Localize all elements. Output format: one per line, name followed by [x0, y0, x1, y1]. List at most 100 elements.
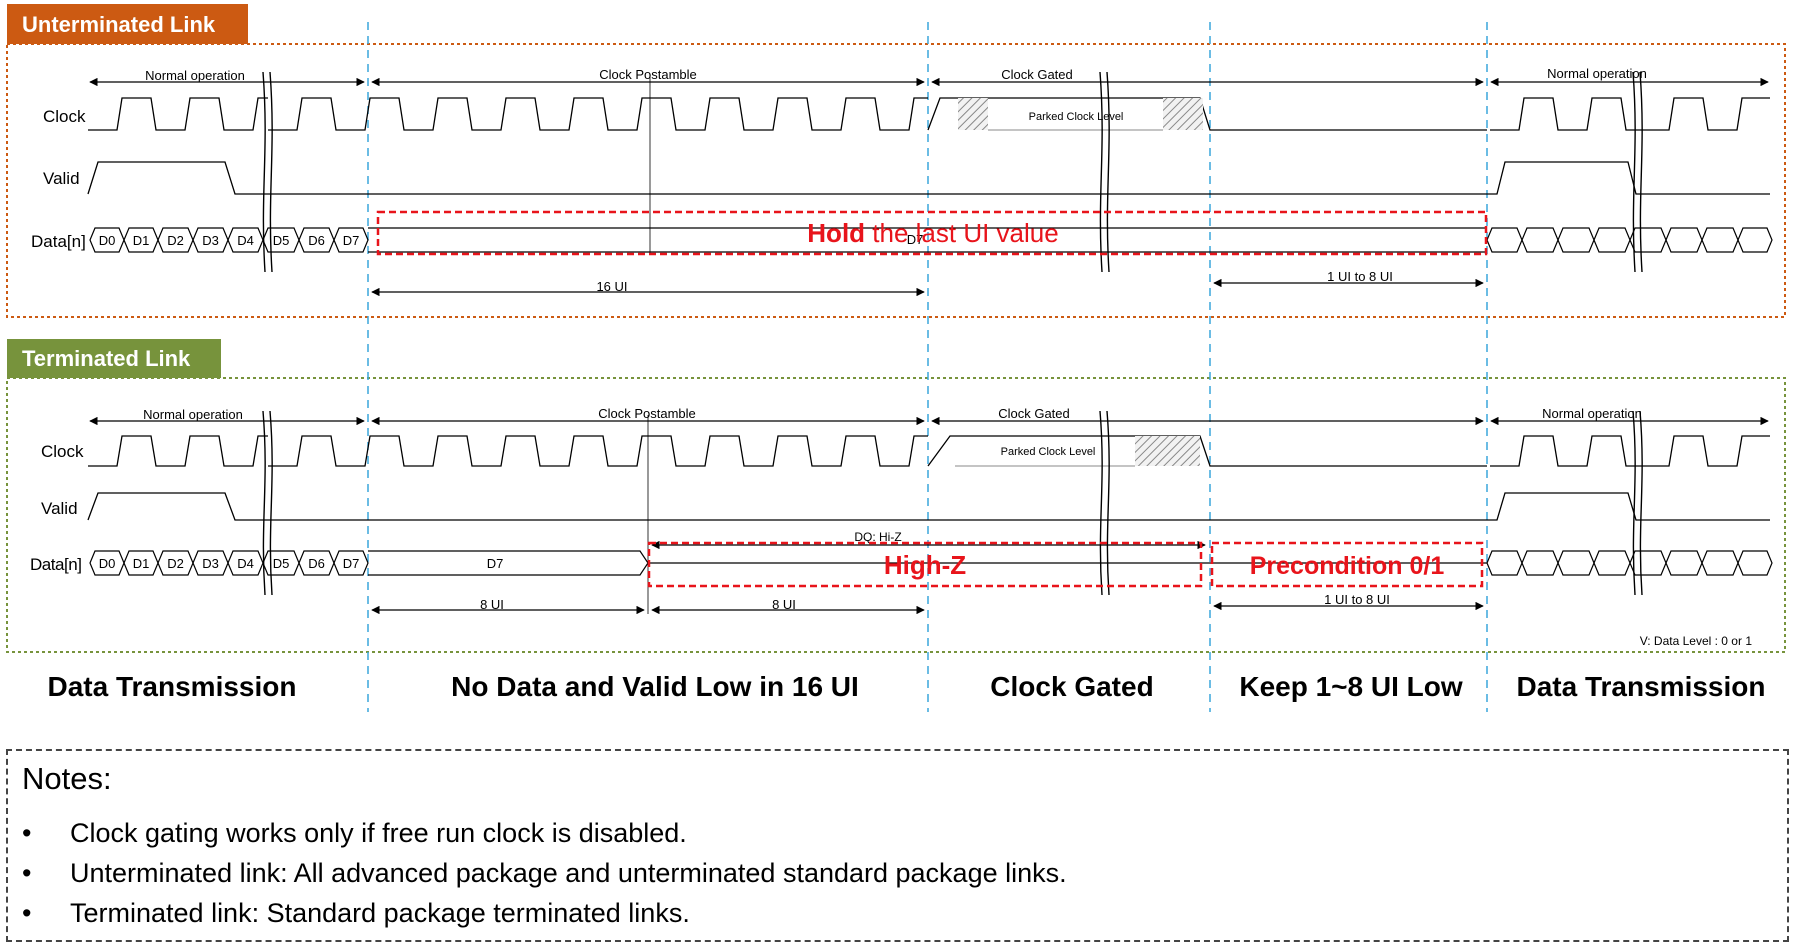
clock-waveform — [88, 97, 268, 131]
data-eye-label: D4 — [237, 556, 254, 571]
data-eye — [1629, 227, 1667, 253]
hold-callout-text: Hold the last UI value — [807, 218, 1058, 248]
clock-waveform — [268, 435, 928, 467]
unterminated-section-title: Unterminated Link — [22, 12, 216, 37]
high-z-callout-text: High-Z — [884, 550, 966, 580]
terminated-waveforms: D0 D1 D2 D3 D4 D5 D6 D7 — [87, 410, 1773, 615]
unterminated-valid-label: Valid — [43, 169, 80, 188]
u-clock-postamble-label: Clock Postamble — [599, 67, 697, 82]
phase-label-clock-gated: Clock Gated — [990, 671, 1153, 702]
data-eye-label: D5 — [273, 556, 290, 571]
clock-waveform — [88, 435, 268, 467]
t-clock-postamble-label: Clock Postamble — [598, 406, 696, 421]
data-eye-label: D3 — [202, 233, 219, 248]
data-eye — [1665, 550, 1703, 576]
data-eye-label: D2 — [167, 233, 184, 248]
break-mark — [1099, 71, 1103, 273]
t-normal-operation-right-label: Normal operation — [1542, 406, 1642, 421]
precondition-callout-box — [1210, 541, 1484, 588]
terminated-valid-label: Valid — [41, 499, 78, 518]
data-eye — [1737, 227, 1773, 253]
data-eye — [1486, 227, 1523, 253]
phase-label-data-transmission-left: Data Transmission — [48, 671, 297, 702]
break-mark — [1106, 410, 1110, 596]
unterminated-data-label: Data[n] — [31, 232, 86, 251]
data-eye-label: D0 — [99, 556, 116, 571]
t-1to8ui-label: 1 UI to 8 UI — [1324, 592, 1390, 607]
u-16ui-label: 16 UI — [596, 279, 627, 294]
hold-callout-box — [376, 210, 1488, 256]
break-mark — [269, 410, 273, 596]
data-eye — [333, 550, 369, 576]
clock-waveform — [1490, 435, 1640, 467]
break-mark — [262, 410, 266, 596]
terminated-clock-label: Clock — [41, 442, 84, 461]
notes-title: Notes: — [22, 761, 112, 796]
notes-list: • Clock gating works only if free run clo… — [22, 813, 1067, 933]
clock-waveform — [268, 97, 928, 131]
unterminated-waveforms: D0 D1 D2 D3 D4 D5 D6 D7 — [87, 71, 1773, 297]
data-eye-label: D7 — [343, 233, 360, 248]
data-eye — [1521, 227, 1559, 253]
parked-hatch — [1163, 98, 1203, 130]
t-8ui-label-2: 8 UI — [772, 597, 796, 612]
t-dq-hiz-label: DQ: Hi-Z — [854, 530, 901, 544]
u-normal-operation-label: Normal operation — [145, 68, 245, 83]
data-eye — [1701, 550, 1739, 576]
data-eye-label: D6 — [308, 233, 325, 248]
data-eye-label: D1 — [133, 233, 150, 248]
data-eye-label: D4 — [237, 233, 254, 248]
break-mark — [1632, 71, 1636, 273]
unterminated-section-tab — [7, 4, 248, 44]
unterminated-clock-label: Clock — [43, 107, 86, 126]
notes-box: Notes: • Clock gating works only if free … — [6, 749, 1789, 942]
unterminated-section-box — [6, 43, 1786, 318]
bullet-glyph: • — [22, 818, 32, 848]
data-eye-label: D5 — [273, 233, 290, 248]
t-normal-operation-label: Normal operation — [143, 407, 243, 422]
clock-gated-line — [927, 97, 1487, 131]
break-mark — [269, 71, 273, 273]
data-eye — [1557, 227, 1595, 253]
note-item: • Terminated link: Standard package termi… — [22, 893, 1067, 933]
terminated-section-tab — [7, 339, 221, 378]
valid-waveform — [87, 161, 1770, 195]
u-clock-gated-label: Clock Gated — [1001, 67, 1073, 82]
data-eye — [1521, 550, 1559, 576]
timing-diagram: Unterminated Link Terminated Link D0 D1 D2… — [6, 4, 1786, 712]
t-clock-gated-label: Clock Gated — [998, 406, 1070, 421]
data-eye — [1593, 550, 1631, 576]
break-mark — [262, 71, 266, 273]
note-item: • Clock gating works only if free run clo… — [22, 813, 1067, 853]
phase-label-no-data: No Data and Valid Low in 16 UI — [451, 671, 859, 702]
bullet-glyph: • — [22, 898, 32, 928]
clock-waveform — [1640, 97, 1770, 131]
data-eye-label: D1 — [133, 556, 150, 571]
t-parked-clock-label: Parked Clock Level — [1001, 446, 1096, 458]
data-eye — [1665, 227, 1703, 253]
parked-hatch — [1135, 436, 1200, 466]
break-mark — [1106, 71, 1110, 273]
t-8ui-label-1: 8 UI — [480, 597, 504, 612]
high-z-callout-box — [647, 541, 1203, 588]
clock-waveform — [1640, 435, 1770, 467]
data-eye-label: D0 — [99, 233, 116, 248]
data-eye-label: D6 — [308, 556, 325, 571]
data-eye — [333, 227, 369, 253]
u-1to8ui-label: 1 UI to 8 UI — [1327, 269, 1393, 284]
u-d7-hidden-label: D7 — [907, 232, 924, 247]
data-eye-label: D7 — [343, 556, 360, 571]
note-item: • Unterminated link: All advanced package… — [22, 853, 1067, 893]
data-eye-label: D3 — [202, 556, 219, 571]
bullet-glyph: • — [22, 858, 32, 888]
phase-label-keep-low: Keep 1~8 UI Low — [1239, 671, 1463, 702]
data-eye-label: D2 — [167, 556, 184, 571]
data-eye — [1701, 227, 1739, 253]
t-d7-label: D7 — [487, 556, 504, 571]
data-eye — [1737, 550, 1773, 576]
d7-data-shape — [368, 550, 649, 576]
break-mark — [1639, 71, 1643, 273]
terminated-data-label: Data[n] — [30, 555, 82, 574]
phase-guides — [367, 22, 1488, 712]
terminated-section-title: Terminated Link — [22, 346, 191, 371]
